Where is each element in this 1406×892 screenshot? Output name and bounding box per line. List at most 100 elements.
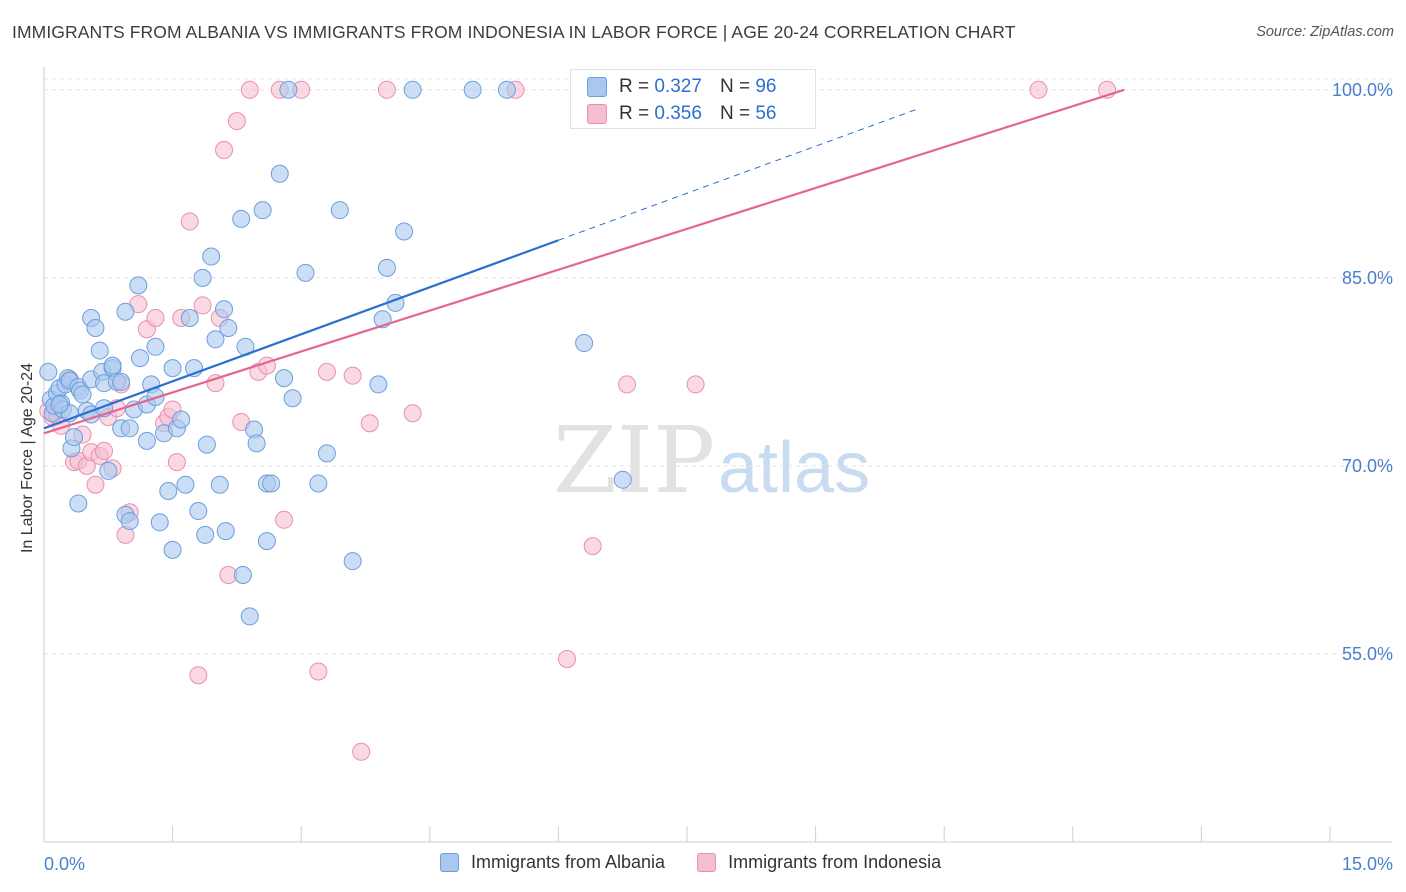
legend-swatch-indonesia [697, 853, 717, 872]
point-albania [253, 201, 272, 220]
legend-label-albania: Immigrants from Albania [471, 852, 666, 872]
point-albania [99, 461, 118, 480]
point-albania [296, 263, 315, 282]
point-indonesia [215, 140, 234, 159]
point-albania [65, 428, 84, 447]
stats-swatch-indonesia [587, 104, 607, 124]
watermark-zip: ZIP [553, 407, 715, 514]
point-indonesia [86, 475, 105, 494]
point-albania [219, 319, 238, 337]
y-tick-label: 100.0% [1332, 80, 1393, 100]
point-albania [233, 565, 252, 584]
legend-item-albania[interactable]: Immigrants from Albania [440, 852, 665, 873]
point-indonesia [193, 296, 212, 315]
trendline-indonesia [43, 88, 1125, 435]
chart-title: IMMIGRANTS FROM ALBANIA VS IMMIGRANTS FR… [12, 22, 1016, 42]
point-albania [137, 431, 156, 450]
stats-n-value-albania: 96 [755, 76, 777, 97]
point-albania [176, 475, 195, 494]
point-albania [283, 389, 302, 408]
point-albania [575, 334, 594, 353]
point-albania [309, 474, 328, 493]
point-albania [129, 276, 148, 295]
chart-legend: Immigrants from Albania Immigrants from … [440, 852, 973, 873]
point-albania [39, 362, 58, 381]
point-albania [50, 395, 69, 414]
point-albania [189, 502, 208, 521]
point-albania [69, 494, 88, 513]
legend-swatch-albania [440, 853, 459, 872]
point-indonesia [360, 414, 379, 433]
point-indonesia [343, 366, 362, 385]
point-indonesia [403, 404, 422, 423]
point-albania [180, 308, 199, 327]
stats-n-value-indonesia: 56 [755, 103, 777, 124]
point-indonesia [275, 510, 294, 529]
point-indonesia [352, 742, 371, 761]
point-albania [196, 525, 215, 544]
point-albania [317, 444, 336, 463]
y-tick-label: 85.0% [1342, 268, 1393, 288]
point-albania [86, 319, 105, 337]
point-albania [150, 513, 169, 532]
point-albania [216, 522, 235, 541]
watermark-atlas: atlas [718, 428, 870, 508]
point-indonesia [146, 308, 165, 327]
point-albania [103, 356, 122, 375]
stats-r-value-indonesia: 0.356 [654, 103, 702, 124]
point-albania [90, 341, 109, 360]
point-albania [257, 532, 276, 551]
stats-r-value-albania: 0.327 [654, 76, 702, 97]
stats-legend: R = 0.327 N = 96 R = 0.356 N = 56 [570, 69, 816, 129]
point-albania [163, 359, 182, 378]
point-indonesia [180, 212, 199, 231]
point-albania [240, 607, 259, 626]
legend-item-indonesia[interactable]: Immigrants from Indonesia [697, 852, 941, 873]
point-albania [270, 164, 289, 183]
y-tick-label: 70.0% [1342, 456, 1393, 476]
point-indonesia [557, 649, 576, 668]
point-albania [116, 302, 135, 321]
point-albania [377, 258, 396, 277]
x-tick-label: 0.0% [44, 854, 85, 874]
trendline-albania-extension [558, 108, 919, 241]
source-label: Source: ZipAtlas.com [1256, 24, 1394, 40]
point-albania [172, 410, 191, 429]
point-indonesia [317, 362, 336, 381]
point-albania [210, 475, 229, 494]
point-albania [403, 80, 422, 99]
point-indonesia [617, 375, 636, 394]
point-indonesia [227, 112, 246, 131]
point-indonesia [189, 666, 208, 685]
point-albania [613, 470, 632, 489]
y-tick-label: 55.0% [1342, 644, 1393, 664]
point-albania [343, 552, 362, 571]
point-albania [159, 481, 178, 500]
point-albania [206, 330, 225, 349]
point-albania [197, 435, 216, 454]
point-albania [463, 80, 482, 99]
trendlines [43, 88, 1125, 435]
point-albania [73, 385, 92, 404]
point-albania [120, 512, 139, 531]
point-albania [369, 375, 388, 394]
trendline-albania [43, 239, 559, 430]
point-indonesia [309, 662, 328, 681]
point-albania [120, 419, 139, 438]
point-albania [202, 247, 221, 266]
point-albania [395, 222, 414, 241]
point-indonesia [240, 80, 259, 99]
x-tick-label: 15.0% [1342, 854, 1393, 874]
point-albania [262, 474, 281, 493]
stats-n-label: N = [719, 76, 751, 97]
stats-row-albania: R = 0.327 N = 96 [587, 74, 776, 100]
point-albania [275, 369, 294, 388]
tick-labels: 55.0% 70.0% 85.0% 100.0% 0.0% 15.0% [44, 80, 1393, 874]
point-albania [193, 268, 212, 287]
series-albania-points [39, 80, 666, 626]
stats-swatch-albania [587, 77, 607, 97]
point-indonesia [206, 374, 225, 393]
point-indonesia [167, 453, 186, 472]
stats-n-label: N = [719, 103, 751, 124]
